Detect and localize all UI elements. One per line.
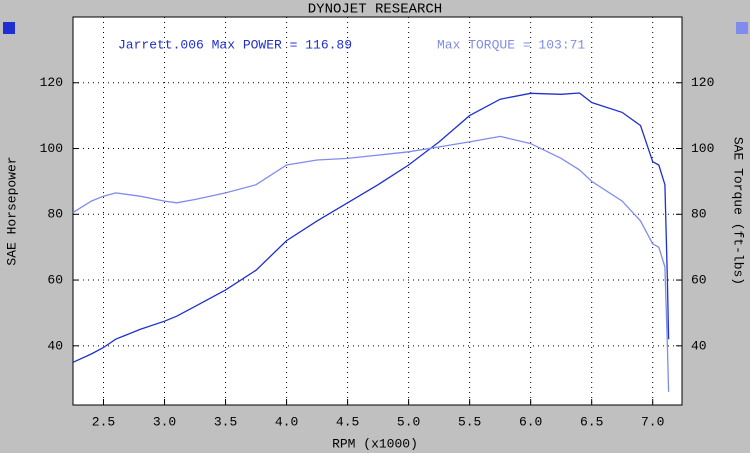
y-tick-label: 80 bbox=[47, 207, 63, 222]
y2-axis-label: SAE Torque (ft-lbs) bbox=[731, 137, 746, 285]
y2-tick-label: 80 bbox=[691, 207, 707, 222]
y-axis-label: SAE Horsepower bbox=[4, 156, 19, 265]
legend-swatch bbox=[736, 22, 748, 34]
annotation: Max TORQUE = 103:71 bbox=[437, 37, 585, 52]
x-tick-label: 3.0 bbox=[153, 414, 176, 429]
y2-tick-label: 100 bbox=[691, 141, 714, 156]
x-tick-label: 6.5 bbox=[580, 414, 603, 429]
x-tick-label: 2.5 bbox=[92, 414, 115, 429]
x-axis-label: RPM (x1000) bbox=[332, 436, 418, 451]
x-tick-label: 4.0 bbox=[275, 414, 298, 429]
y-tick-label: 100 bbox=[40, 141, 63, 156]
y2-tick-label: 120 bbox=[691, 75, 714, 90]
data-line bbox=[72, 135, 670, 392]
legend-swatch bbox=[3, 22, 15, 34]
x-tick-label: 3.5 bbox=[214, 414, 237, 429]
x-tick-label: 7.0 bbox=[641, 414, 664, 429]
y-tick-label: 60 bbox=[47, 272, 63, 287]
y-tick-label: 40 bbox=[47, 338, 63, 353]
y-tick-label: 120 bbox=[40, 75, 63, 90]
y2-tick-label: 40 bbox=[691, 338, 707, 353]
x-tick-label: 5.5 bbox=[458, 414, 481, 429]
annotation: Jarrett.006 Max POWER = 116.89 bbox=[118, 37, 352, 52]
y2-tick-label: 60 bbox=[691, 272, 707, 287]
plot-area bbox=[72, 16, 683, 406]
chart-title: DYNOJET RESEARCH bbox=[308, 2, 442, 18]
data-line bbox=[72, 92, 670, 363]
x-tick-label: 5.0 bbox=[397, 414, 420, 429]
x-tick-label: 4.5 bbox=[336, 414, 359, 429]
x-tick-label: 6.0 bbox=[519, 414, 542, 429]
